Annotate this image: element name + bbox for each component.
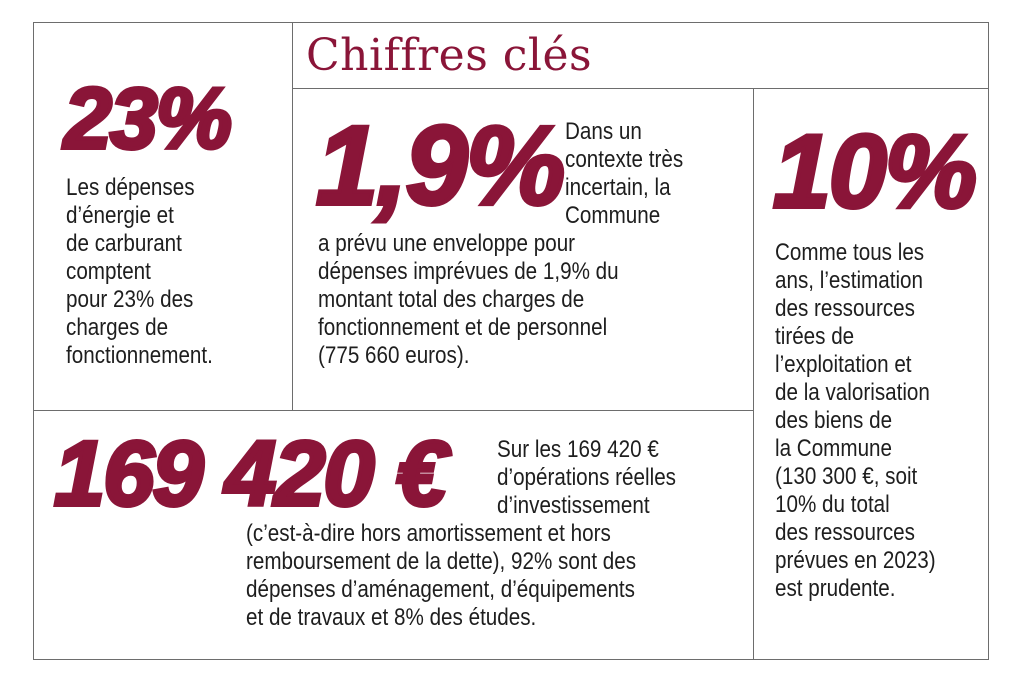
text-line: l’exploitation et: [775, 351, 912, 378]
energy-text: Les dépenses d’énergie et de carburant c…: [66, 174, 213, 370]
divider-v2: [753, 88, 754, 660]
text-line: (130 300 €, soit: [775, 463, 918, 490]
frame-bottom: [33, 659, 989, 660]
text-line: remboursement de la dette), 92% sont des: [246, 548, 637, 575]
text-line: montant total des charges de: [318, 286, 585, 313]
resources-text: Comme tous les ans, l’estimation des res…: [775, 239, 936, 603]
investment-figure: 169 420 €: [52, 423, 449, 525]
divider-h-mid: [33, 410, 753, 411]
text-line: dépenses d’aménagement, d’équipements: [246, 576, 635, 603]
energy-figure: 23%: [62, 71, 234, 167]
divider-h-title: [292, 88, 989, 89]
frame-right: [988, 22, 989, 660]
unforeseen-figure: 1,9%: [314, 103, 567, 228]
text-line: comptent: [66, 258, 151, 285]
text-line: contexte très: [565, 146, 684, 173]
page-title: Chiffres clés: [306, 30, 593, 81]
unforeseen-side-text: Dans un contexte très incertain, la Comm…: [565, 118, 683, 230]
text-line: incertain, la: [565, 174, 671, 201]
text-line: (775 660 euros).: [318, 342, 470, 369]
text-line: la Commune: [775, 435, 893, 462]
text-line: des ressources: [775, 519, 915, 546]
text-line: de carburant: [66, 230, 182, 257]
text-line: d’opérations réelles: [497, 464, 676, 491]
text-line: dépenses imprévues de 1,9% du: [318, 258, 619, 285]
resources-figure: 10%: [771, 114, 979, 230]
text-line: ans, l’estimation: [775, 267, 923, 294]
frame-top: [33, 22, 989, 23]
frame-left: [33, 22, 34, 660]
unforeseen-text: a prévu une enveloppe pour dépenses impr…: [318, 230, 619, 370]
text-line: d’énergie et: [66, 202, 174, 229]
investment-side-text: Sur les 169 420 € d’opérations réelles d…: [497, 436, 676, 520]
text-line: Les dépenses: [66, 174, 195, 201]
text-line: a prévu une enveloppe pour: [318, 230, 576, 257]
text-line: Sur les 169 420 €: [497, 436, 659, 463]
text-line: des ressources: [775, 295, 915, 322]
text-line: tirées de: [775, 323, 855, 350]
divider-v1: [292, 22, 293, 410]
text-line: est prudente.: [775, 575, 896, 602]
text-line: Dans un: [565, 118, 642, 145]
text-line: charges de: [66, 314, 169, 341]
text-line: de la valorisation: [775, 379, 930, 406]
text-line: prévues en 2023): [775, 547, 936, 574]
text-line: Comme tous les: [775, 239, 925, 266]
investment-text: (c’est-à-dire hors amortissement et hors…: [246, 520, 636, 632]
text-line: Commune: [565, 202, 661, 229]
text-line: fonctionnement et de personnel: [318, 314, 608, 341]
text-line: des biens de: [775, 407, 893, 434]
text-line: (c’est-à-dire hors amortissement et hors: [246, 520, 611, 547]
text-line: et de travaux et 8% des études.: [246, 604, 537, 631]
text-line: d’investissement: [497, 492, 650, 519]
text-line: pour 23% des: [66, 286, 194, 313]
text-line: 10% du total: [775, 491, 890, 518]
text-line: fonctionnement.: [66, 342, 213, 369]
